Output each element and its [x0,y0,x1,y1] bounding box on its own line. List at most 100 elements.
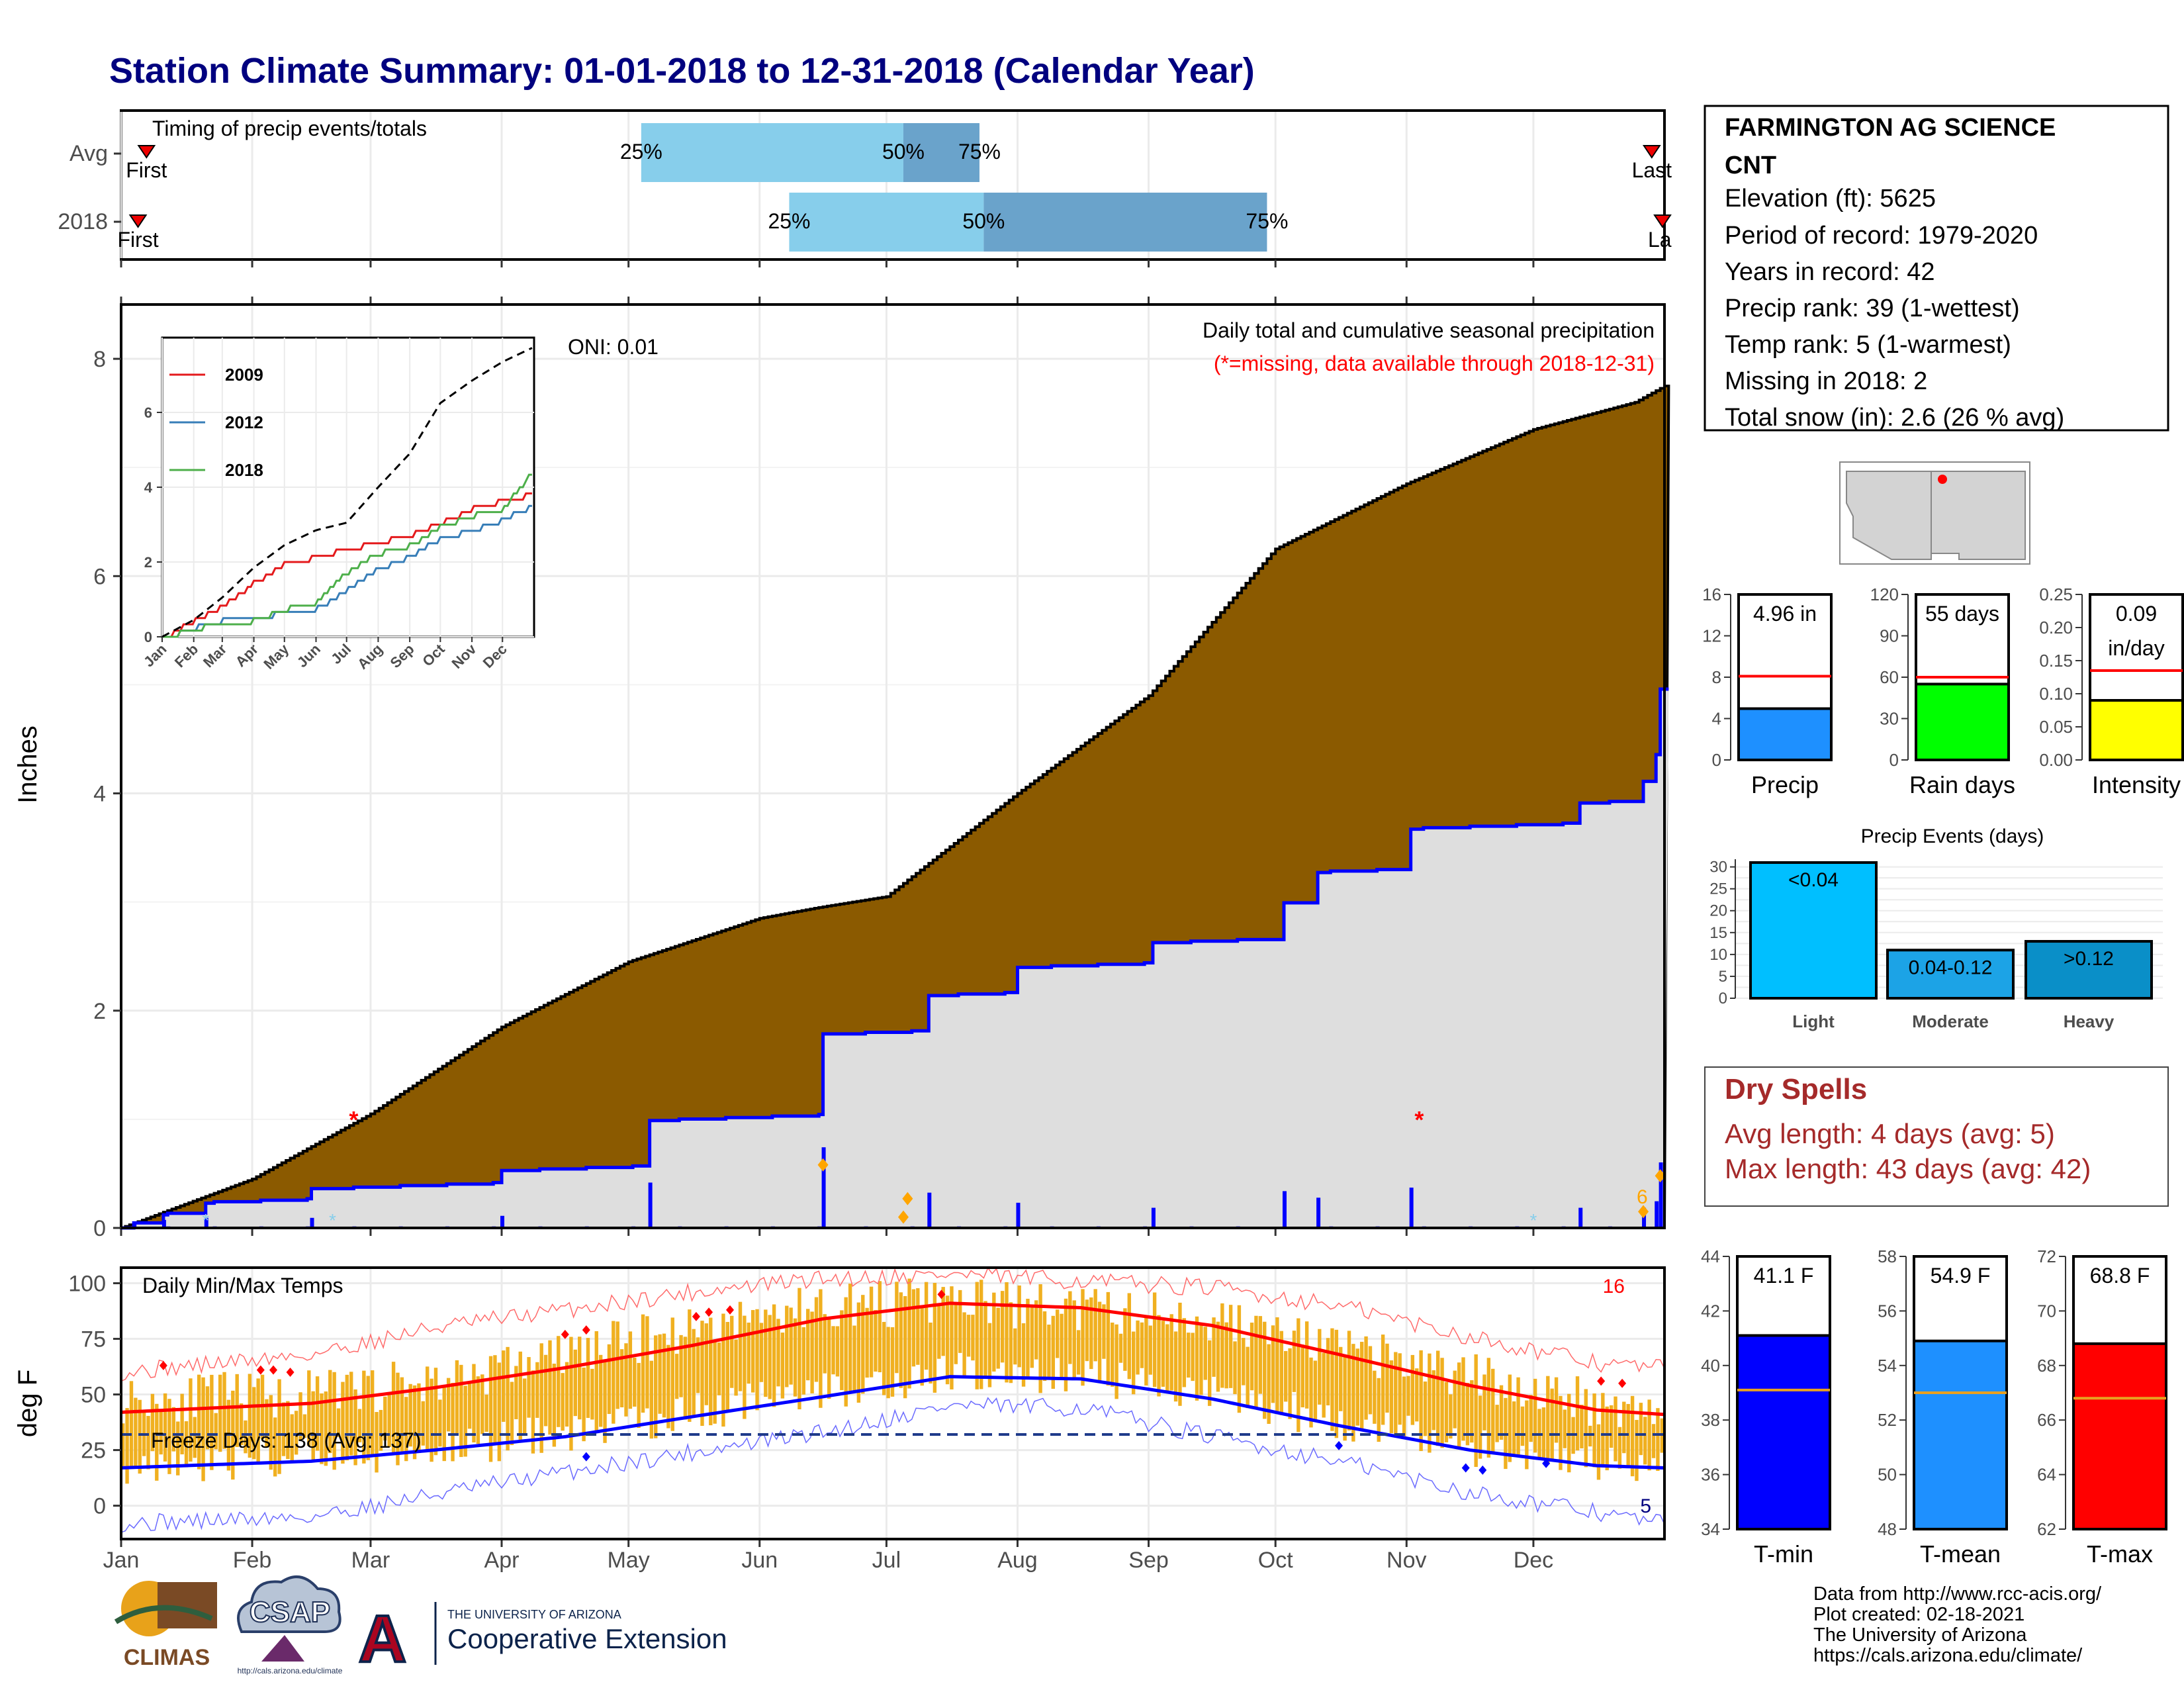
daily-temp-range-bar [950,1286,954,1389]
daily-temp-range-bar [1516,1377,1520,1456]
temp-panel-frame [120,1266,1666,1540]
daily-temp-range-bar [1111,1322,1115,1387]
record-high-marker [1597,1376,1606,1386]
daily-temp-range-bar [159,1411,163,1455]
summary-bar-tick-label: 56 [1878,1301,1897,1321]
credit-url: https://cals.arizona.edu/climate/ [1813,1645,2083,1666]
month-axis-label: Feb [233,1548,272,1573]
daily-temp-range-bar [1470,1380,1474,1443]
daily-temp-range-bar [307,1370,311,1446]
temp-y-tick-label: 75 [81,1327,106,1352]
csap-logo-text: CSAP [250,1596,330,1628]
daily-precip-bar [500,1215,505,1228]
daily-temp-range-bar [391,1362,396,1453]
daily-temp-range-bar [1136,1320,1140,1375]
credit-data-source: Data from http://www.rcc-acis.org/ [1813,1583,2102,1605]
csap-url: http://cals.arizona.edu/climate [238,1666,343,1675]
daily-temp-range-bar [590,1368,594,1420]
inset-y-tick-label: 6 [144,404,152,421]
station-missing: Missing in 2018: 2 [1725,367,1927,395]
daily-temp-range-bar [1283,1350,1288,1402]
daily-temp-range-bar [134,1397,138,1467]
daily-temp-range-bar [619,1349,624,1408]
daily-temp-range-bar [1279,1331,1283,1415]
daily-temp-range-bar [1199,1324,1203,1395]
daily-temp-range-bar [1537,1409,1541,1458]
summary-bar-name: Intensity [2092,771,2181,798]
temperature-panel: 0 25 50 75 100 Daily Min/Max Temps Freeze Da… [13,1266,1666,1573]
summary-bar-fill [1913,1339,2008,1530]
daily-temp-range-bar [1191,1333,1195,1382]
station-name-line1: FARMINGTON AG SCIENCE [1725,114,2056,142]
record-low-marker [582,1452,590,1462]
daily-temp-range-bar [1271,1325,1275,1403]
events-y-tick-label: 30 [1709,859,1727,876]
daily-temp-range-bar [924,1282,929,1370]
inset-legend-label: 2018 [225,460,263,480]
month-axis-label: Sep [1128,1548,1169,1573]
record-high-marker [269,1365,278,1375]
daily-temp-range-bar [455,1360,459,1434]
daily-temp-range-bar [218,1374,222,1452]
daily-temp-range-bar [1626,1403,1630,1468]
summary-bar-tick-label: 34 [1701,1519,1720,1539]
daily-temp-range-bar [557,1336,561,1427]
daily-temp-range-bar [1351,1344,1355,1442]
precip-y-tick-label: 4 [93,782,106,807]
daily-temp-range-bar [222,1372,226,1449]
daily-temp-range-bar [1182,1318,1187,1387]
daily-temp-range-bar [810,1311,814,1393]
heavy-event-marker [902,1192,913,1205]
station-location-dot [1938,475,1947,484]
daily-temp-range-bar [467,1383,472,1429]
daily-temp-range-bar [831,1326,835,1375]
summary-bar-tick-label: 60 [1880,667,1899,687]
summary-bar-value-label: 54.9 F [1931,1264,1991,1288]
summary-bar-tick-label: 0.20 [2039,618,2073,637]
daily-temp-range-bar [125,1408,129,1484]
daily-precip-bar [1655,1201,1659,1228]
temp-y-tick-label: 100 [68,1272,106,1297]
daily-temp-range-bar [324,1391,328,1466]
daily-temp-range-bar [205,1386,210,1450]
daily-temp-range-bar [768,1315,772,1399]
daily-temp-range-bar [1567,1393,1571,1473]
daily-temp-range-bar [1157,1315,1161,1397]
daily-temp-range-bar [776,1319,780,1387]
coop-extension-text: Cooperative Extension [447,1623,727,1654]
missing-note: (*=missing, data available through 2018-… [1214,352,1655,375]
first-event-label: First [126,158,167,182]
daily-temp-range-bar [819,1289,823,1408]
daily-temp-range-bar [1609,1405,1614,1448]
daily-temp-range-bar [992,1292,996,1372]
daily-temp-range-bar [966,1315,971,1357]
daily-temp-range-bar [983,1301,987,1377]
daily-temp-range-bar [1584,1389,1588,1468]
daily-temp-range-bar [561,1373,565,1431]
daily-temp-range-bar [785,1305,789,1387]
daily-temp-range-bar [929,1322,933,1383]
daily-temp-range-bar [603,1361,607,1443]
daily-temp-range-bar [167,1399,171,1474]
daily-temp-range-bar [1169,1314,1173,1391]
summary-bar-group: 48 50 52 54 56 58 54.9 F T-mean [1878,1246,2008,1568]
dry-spells-box: Dry Spells Avg length: 4 days (avg: 5) M… [1704,1066,2169,1207]
month-axis: Jan Feb Mar Apr May Jun Jul Aug Sep Oct Nov Dec [103,1548,1554,1573]
daily-temp-range-bar [146,1415,150,1470]
temp-record-markers [159,1289,1627,1475]
summary-bar-name: T-mean [1920,1540,2001,1568]
summary-bar-tick-label: 8 [1712,667,1721,687]
month-axis-label: Mar [351,1548,390,1573]
daily-temp-range-bar [400,1377,404,1452]
daily-temp-range-bar [265,1399,269,1447]
daily-temp-range-bar [1525,1400,1529,1470]
daily-temp-range-bar [670,1317,674,1431]
record-low-marker [1542,1458,1551,1468]
daily-temp-range-bar [916,1288,920,1365]
daily-temp-range-bar [1178,1302,1182,1406]
daily-temp-range-bar [488,1356,493,1462]
daily-precip-bar [161,1219,166,1228]
daily-temp-range-bar [531,1370,535,1454]
daily-temp-range-bar [430,1378,433,1462]
